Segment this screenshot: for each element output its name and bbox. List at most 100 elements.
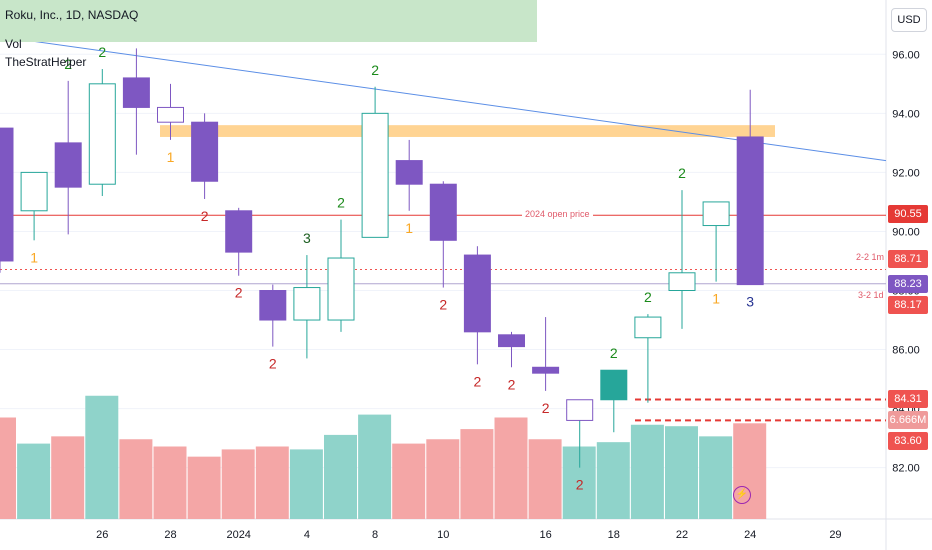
y-tick-label: 94.00 — [892, 108, 920, 120]
price-tag-open-2024: 90.55 — [888, 205, 928, 223]
strat-label: 1 — [30, 249, 38, 265]
price-tag-volume: 6.666M — [888, 411, 928, 429]
candle-body — [122, 77, 150, 108]
strat-label: 2 — [508, 376, 516, 392]
candle-body — [600, 369, 628, 401]
strat-label: 2 — [371, 62, 379, 78]
x-tick-label: 18 — [608, 529, 620, 541]
candle: 2 — [54, 56, 82, 235]
strat-helper-indicator-label[interactable]: TheStratHelper — [5, 55, 87, 69]
y-tick-label: 92.00 — [892, 167, 920, 179]
annotation-3-2-1d: 3-2 1d — [858, 290, 884, 300]
candle: 2 — [600, 345, 628, 433]
candle-body — [736, 136, 764, 286]
strat-label: 3 — [303, 230, 311, 246]
candle: 3 — [736, 89, 764, 310]
strat-label: 1 — [405, 220, 413, 236]
candle-body — [191, 121, 219, 182]
volume-bar — [153, 446, 187, 519]
candle-body — [566, 399, 594, 421]
candle-body — [157, 106, 184, 123]
candle: 1 — [702, 201, 730, 307]
volume-bar — [699, 436, 733, 519]
candle-body — [463, 254, 491, 333]
candle-body — [88, 83, 116, 185]
strat-label: 2 — [644, 289, 652, 305]
strat-label: 2 — [337, 195, 345, 211]
price-tag-dashed-low-1: 84.31 — [888, 390, 928, 408]
candle-body — [498, 334, 525, 348]
y-tick-label: 90.00 — [892, 226, 920, 238]
x-tick-label: 4 — [304, 529, 310, 541]
volume-bar — [596, 442, 630, 519]
candle-body — [668, 272, 696, 292]
candle: 1 — [395, 139, 423, 236]
candle: 2 — [122, 23, 150, 155]
candle: 2 — [634, 289, 662, 403]
symbol-title[interactable]: Roku, Inc., 1D, NASDAQ — [5, 8, 139, 22]
candle — [0, 127, 14, 273]
strat-label: 2 — [678, 165, 686, 181]
volume-bar — [187, 456, 221, 519]
strat-label: 2 — [576, 477, 584, 493]
candle: 2 — [668, 165, 696, 329]
strat-label: 2 — [542, 400, 550, 416]
strat-label: 2 — [269, 356, 277, 372]
x-tick-label: 28 — [164, 529, 176, 541]
volume-bar — [255, 446, 289, 519]
candle: 2 — [88, 44, 116, 197]
volume-bar — [460, 429, 494, 519]
volume-bar — [733, 423, 767, 519]
x-tick-label: 29 — [829, 529, 841, 541]
y-tick-label: 82.00 — [892, 463, 920, 475]
candle: 2 — [532, 317, 560, 416]
volume-bar — [665, 426, 698, 519]
lightning-bolt-icon[interactable]: ⚡ — [733, 486, 751, 504]
candle: 1 — [157, 83, 184, 165]
volume-indicator-label[interactable]: Vol — [5, 37, 22, 51]
price-tag-last-close: 88.23 — [888, 275, 928, 293]
price-tag-dashed-low-2: 83.60 — [888, 432, 928, 450]
strat-label: 2 — [64, 56, 72, 72]
candle-body — [634, 316, 662, 339]
candle: 2 — [429, 181, 457, 313]
candle: 2 — [498, 331, 525, 392]
strat-label: 1 — [167, 149, 175, 165]
candle: 2 — [566, 399, 594, 493]
x-tick-label: 10 — [437, 529, 449, 541]
strat-label: 2 — [439, 297, 447, 313]
annotation-2-2-1m: 2-2 1m — [856, 252, 885, 262]
candle-body — [225, 210, 253, 253]
volume-bar — [426, 439, 460, 519]
x-tick-label: 16 — [539, 529, 551, 541]
candle-body — [532, 366, 560, 374]
candle: 2 — [225, 207, 253, 301]
candle: 2 — [327, 195, 355, 332]
volume-bar — [289, 449, 323, 519]
candle-body — [0, 127, 14, 262]
candle: 2 — [191, 113, 219, 224]
candle-body — [259, 290, 287, 321]
candle: 2 — [361, 62, 389, 238]
candle: 2 — [463, 246, 491, 389]
currency-button[interactable]: USD — [891, 8, 927, 32]
volume-bar — [630, 424, 664, 519]
price-tag-2-2-1m: 88.71 — [888, 250, 928, 268]
x-tick-label: 2024 — [226, 529, 250, 541]
strat-label: 3 — [746, 294, 754, 310]
y-tick-label: 96.00 — [892, 49, 920, 61]
volume-bar — [51, 436, 85, 519]
strat-label: 2 — [201, 208, 209, 224]
volume-bar — [358, 414, 392, 519]
x-tick-label: 22 — [676, 529, 688, 541]
candle: 1 — [20, 171, 48, 265]
candle-body — [293, 287, 321, 321]
candle: 3 — [293, 230, 321, 359]
candle-body — [54, 142, 82, 188]
candle-body — [395, 160, 423, 185]
candle-body — [702, 201, 730, 227]
candle: 2 — [259, 284, 287, 372]
volume-bar — [221, 449, 255, 519]
volume-bar — [17, 443, 51, 519]
